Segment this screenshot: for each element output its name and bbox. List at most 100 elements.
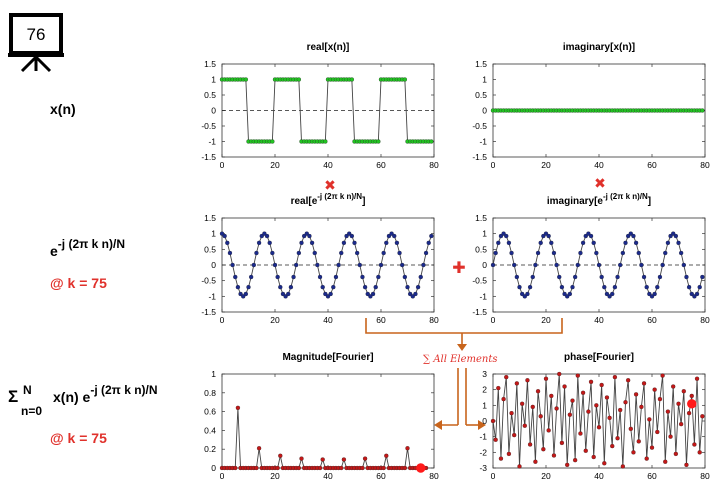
data-point (299, 456, 304, 461)
data-point (562, 384, 567, 389)
data-point (389, 231, 394, 236)
y-tick-label: 1 (482, 229, 487, 239)
x-tick-label: 80 (700, 471, 710, 481)
sum-body-sup: -j (2π k n)/N (90, 383, 157, 397)
x-tick-label: 0 (220, 160, 225, 170)
y-tick-label: -1.5 (201, 152, 216, 162)
data-point (278, 453, 283, 458)
chart-phase: phase[Fourier] 3 2 1 0 -1 -2 -3 0 20 40 60 80 (479, 352, 710, 481)
data-point (373, 285, 378, 290)
highlight-point (416, 463, 426, 473)
y-tick-label: -0.5 (201, 121, 216, 131)
data-point (684, 274, 689, 280)
data-point (323, 291, 328, 297)
sum-all-elements-note: ∑ All Elements (423, 354, 498, 365)
data-point (686, 285, 692, 290)
data-point (354, 250, 360, 256)
data-point (397, 250, 402, 256)
data-point (498, 233, 504, 239)
data-point (320, 285, 325, 290)
x-tick-label: 20 (541, 160, 551, 170)
data-point (283, 294, 288, 299)
multiply-icon-left: ✖ (324, 177, 336, 193)
data-point (296, 77, 302, 82)
y-tick-label: 0 (211, 463, 216, 473)
y-tick-label: 0.5 (475, 244, 487, 254)
y-tick-label: 3 (482, 369, 487, 379)
x-tick-label: 0 (491, 160, 496, 170)
data-point (610, 291, 615, 297)
data-point (559, 440, 565, 446)
x-tick-label: 20 (270, 315, 280, 325)
data-point (429, 139, 434, 144)
data-point (381, 250, 386, 256)
data-point (496, 240, 501, 245)
data-point (256, 240, 262, 245)
data-point (626, 233, 631, 239)
data-point (623, 240, 628, 245)
data-point (235, 405, 241, 410)
data-point (312, 250, 317, 256)
data-point (676, 401, 681, 406)
data-point (692, 294, 697, 299)
data-point (628, 426, 633, 431)
data-point (349, 77, 355, 82)
data-point (517, 464, 522, 469)
data-point (496, 385, 501, 391)
data-point (692, 442, 697, 447)
data-point (562, 291, 567, 297)
data-point (504, 233, 509, 239)
data-point (567, 291, 572, 297)
data-point (407, 291, 413, 297)
data-point (222, 233, 227, 239)
x-tick-label: 40 (594, 315, 604, 325)
x-tick-label: 60 (376, 160, 386, 170)
data-point (538, 240, 543, 245)
data-point (649, 445, 655, 450)
data-point (607, 415, 612, 421)
data-point (259, 233, 264, 239)
data-point (570, 398, 575, 403)
data-point (307, 233, 312, 239)
data-point (254, 250, 259, 256)
data-point (291, 274, 296, 280)
data-point (275, 274, 280, 280)
data-point (655, 285, 660, 290)
data-point (697, 285, 702, 290)
y-tick-label: 0.5 (475, 90, 487, 100)
label-xn: x(n) (50, 101, 76, 117)
data-point (700, 274, 705, 280)
y-tick-label: -0.5 (201, 276, 216, 286)
data-point (394, 240, 400, 245)
data-point (296, 465, 302, 471)
data-point (684, 462, 689, 468)
data-point (639, 262, 644, 268)
data-point (392, 233, 397, 239)
data-point (668, 233, 673, 239)
data-point (418, 274, 423, 280)
x-tick-label: 60 (647, 471, 657, 481)
y-tick-label: 1 (211, 75, 216, 85)
data-point (663, 459, 668, 464)
data-point (490, 418, 496, 424)
data-point (336, 262, 341, 268)
data-point (352, 240, 357, 245)
data-point (267, 240, 272, 245)
data-point (288, 285, 294, 290)
data-point (694, 291, 700, 297)
data-point (665, 240, 671, 245)
data-point (641, 381, 647, 386)
data-point (410, 294, 415, 299)
data-point (700, 414, 705, 419)
data-point (541, 447, 546, 452)
data-point (649, 294, 655, 299)
charts-layer: real[x(n)]1.510.50-0.5-1-1.50 20 40 60 80ima… (201, 42, 710, 481)
data-point (341, 240, 347, 245)
data-point (347, 231, 352, 236)
y-tick-label: 0.5 (204, 90, 216, 100)
data-point (596, 425, 602, 430)
data-point (278, 285, 283, 290)
data-point (618, 262, 623, 268)
chart-title: phase[Fourier] (564, 352, 634, 363)
y-tick-label: 1 (482, 75, 487, 85)
